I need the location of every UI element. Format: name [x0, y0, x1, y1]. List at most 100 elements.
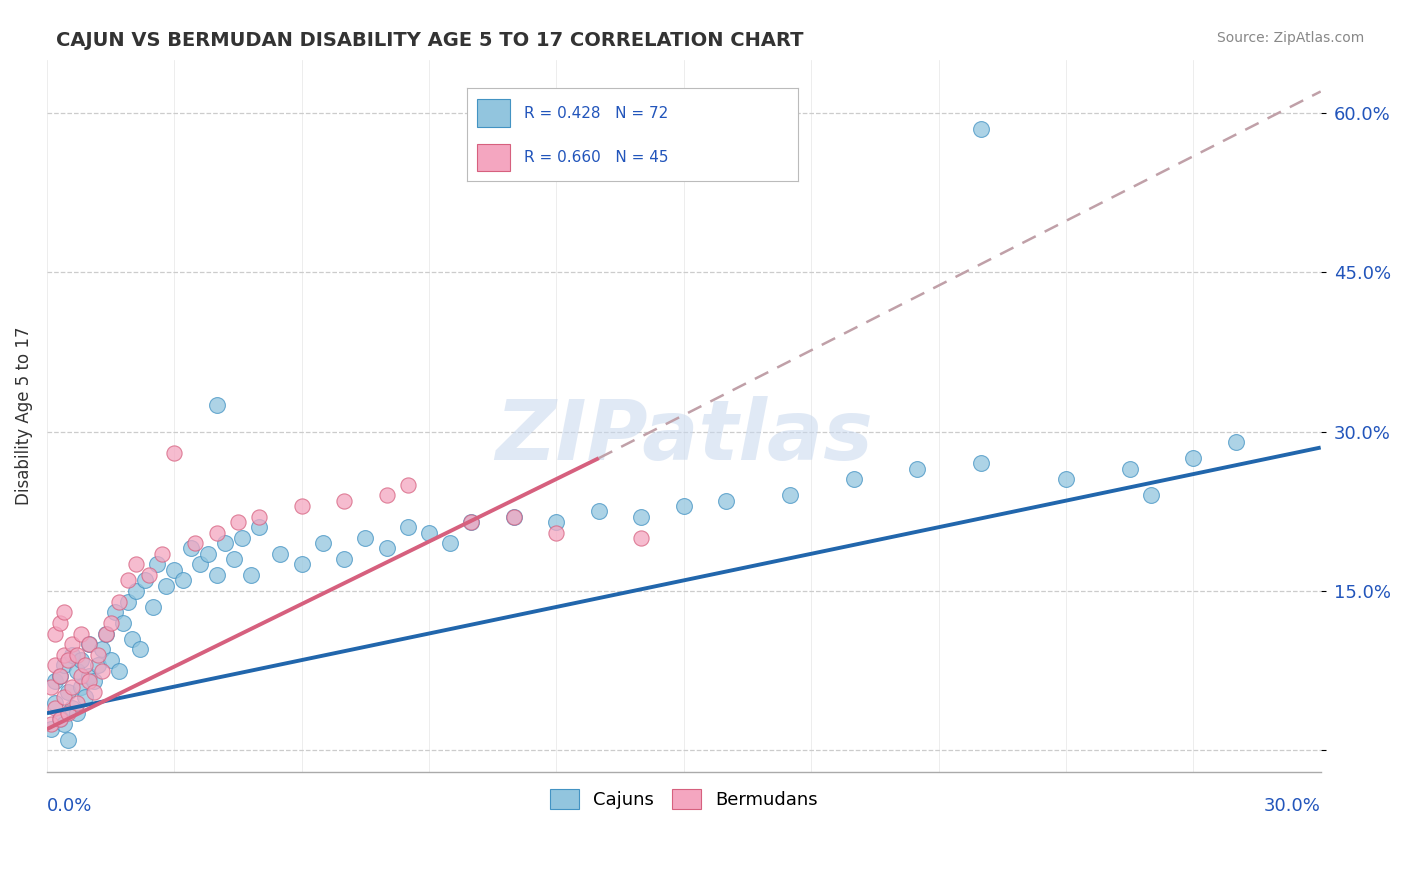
Point [65, 648, 87, 662]
Point [163, 563, 186, 577]
Point [172, 574, 194, 588]
Point [108, 594, 131, 608]
Point [312, 536, 335, 550]
Point [44, 701, 66, 715]
Point [970, 121, 993, 136]
Point [155, 579, 177, 593]
Point [291, 499, 314, 513]
Point [60, 637, 83, 651]
Point [96, 626, 118, 640]
Point [546, 525, 568, 540]
Point [52, 690, 75, 705]
Point [291, 558, 314, 572]
Point [70, 680, 93, 694]
Point [588, 504, 610, 518]
Point [48, 669, 70, 683]
Point [104, 605, 127, 619]
Point [52, 605, 75, 619]
Point [96, 626, 118, 640]
Point [214, 536, 236, 550]
Point [1182, 451, 1205, 466]
Point [396, 477, 419, 491]
Point [239, 568, 262, 582]
Point [70, 626, 93, 640]
Point [39, 722, 62, 736]
Point [333, 552, 356, 566]
Point [138, 568, 160, 582]
Point [75, 658, 97, 673]
Point [79, 669, 101, 683]
Point [1225, 435, 1247, 450]
Point [905, 462, 928, 476]
Point [396, 520, 419, 534]
Point [247, 520, 270, 534]
Point [91, 664, 114, 678]
Point [48, 615, 70, 630]
Text: Source: ZipAtlas.com: Source: ZipAtlas.com [1216, 31, 1364, 45]
Point [630, 509, 652, 524]
Point [231, 531, 253, 545]
Point [630, 531, 652, 545]
Point [205, 525, 228, 540]
Point [1140, 488, 1163, 502]
Point [205, 398, 228, 412]
Point [79, 674, 101, 689]
Point [44, 696, 66, 710]
Point [39, 680, 62, 694]
Point [418, 525, 440, 540]
Text: ZIPatlas: ZIPatlas [495, 397, 873, 477]
Point [672, 499, 695, 513]
Point [150, 547, 173, 561]
Point [87, 658, 110, 673]
Point [121, 632, 143, 646]
Point [503, 509, 526, 524]
Point [226, 515, 249, 529]
Point [39, 716, 62, 731]
Point [100, 653, 122, 667]
Point [48, 712, 70, 726]
Point [247, 509, 270, 524]
Point [65, 706, 87, 721]
Point [205, 568, 228, 582]
Point [439, 536, 461, 550]
Point [146, 558, 169, 572]
Point [1054, 472, 1077, 486]
Point [222, 552, 245, 566]
Point [970, 457, 993, 471]
Point [44, 626, 66, 640]
Text: CAJUN VS BERMUDAN DISABILITY AGE 5 TO 17 CORRELATION CHART: CAJUN VS BERMUDAN DISABILITY AGE 5 TO 17… [56, 31, 804, 50]
Point [779, 488, 801, 502]
Point [375, 541, 398, 556]
Point [1118, 462, 1140, 476]
Point [52, 716, 75, 731]
Y-axis label: Disability Age 5 to 17: Disability Age 5 to 17 [15, 326, 32, 505]
Point [125, 558, 148, 572]
Point [79, 637, 101, 651]
Point [333, 493, 356, 508]
Point [188, 558, 211, 572]
Point [375, 488, 398, 502]
Point [52, 658, 75, 673]
Text: 30.0%: 30.0% [1264, 797, 1320, 814]
Legend: Cajuns, Bermudans: Cajuns, Bermudans [543, 781, 825, 816]
Point [60, 701, 83, 715]
Point [56, 706, 79, 721]
Text: 0.0%: 0.0% [46, 797, 93, 814]
Point [112, 615, 135, 630]
Point [117, 594, 139, 608]
Point [70, 653, 93, 667]
Point [354, 531, 377, 545]
Point [716, 493, 738, 508]
Point [125, 584, 148, 599]
Point [60, 680, 83, 694]
Point [52, 648, 75, 662]
Point [460, 515, 482, 529]
Point [70, 669, 93, 683]
Point [117, 574, 139, 588]
Point [79, 637, 101, 651]
Point [142, 599, 165, 614]
Point [56, 685, 79, 699]
Point [842, 472, 865, 486]
Point [65, 696, 87, 710]
Point [460, 515, 482, 529]
